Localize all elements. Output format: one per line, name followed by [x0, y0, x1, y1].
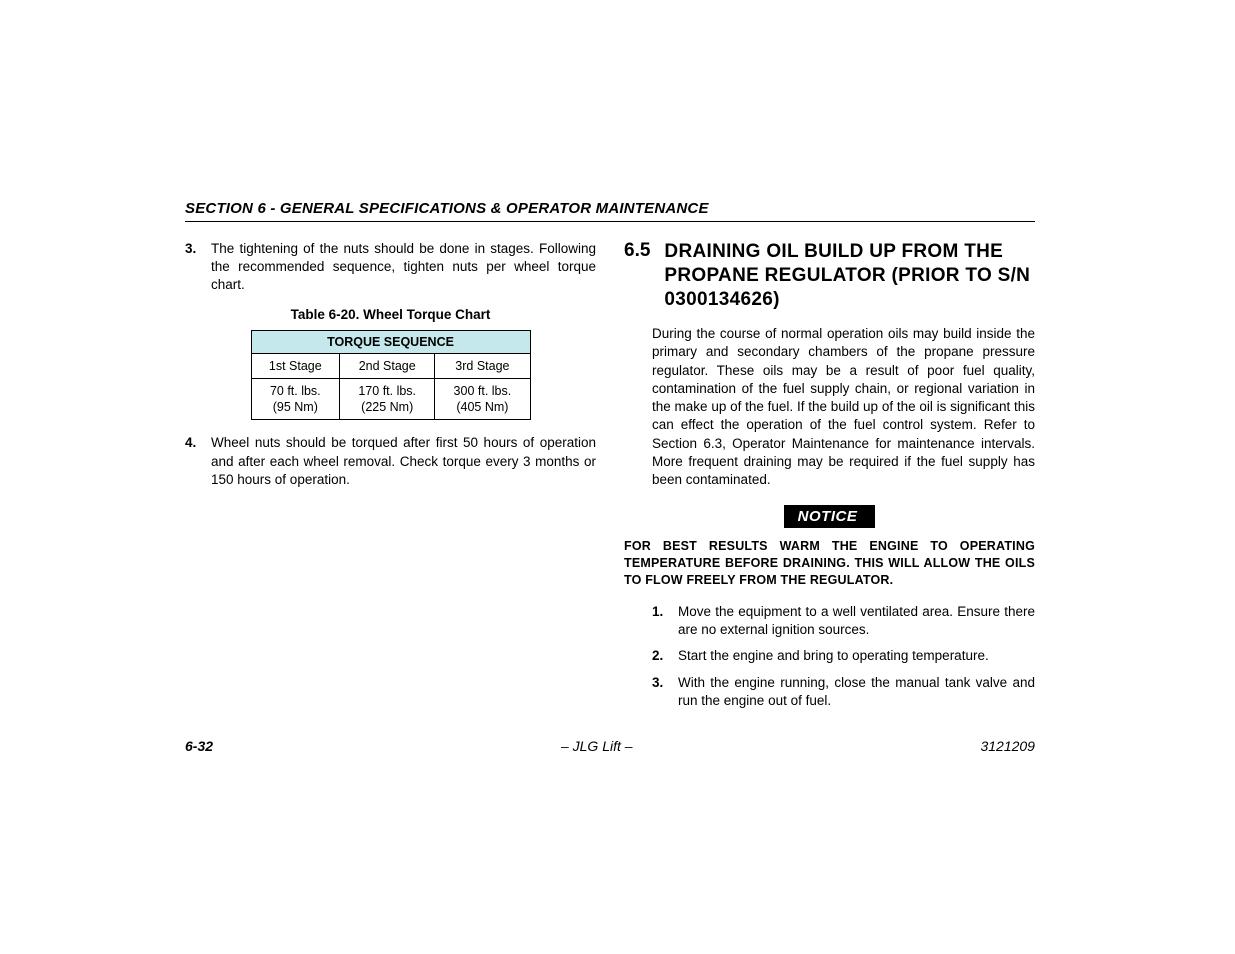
- list-number: 4.: [185, 434, 201, 489]
- document-number: 3121209: [980, 738, 1035, 754]
- table-cell: 170 ft. lbs. (225 Nm): [340, 378, 435, 420]
- list-item-3: 3. The tightening of the nuts should be …: [185, 240, 596, 295]
- list-text: Wheel nuts should be torqued after first…: [211, 434, 596, 489]
- table-caption: Table 6-20. Wheel Torque Chart: [185, 307, 596, 322]
- table-col-2: 2nd Stage: [340, 353, 435, 378]
- table-col-1: 1st Stage: [251, 353, 340, 378]
- right-ordered-list: 1. Move the equipment to a well ventilat…: [652, 603, 1035, 710]
- two-column-layout: 3. The tightening of the nuts should be …: [185, 240, 1035, 718]
- section-header: SECTION 6 - GENERAL SPECIFICATIONS & OPE…: [185, 200, 1035, 222]
- notice-text: FOR BEST RESULTS WARM THE ENGINE TO OPER…: [624, 538, 1035, 589]
- step-1: 1. Move the equipment to a well ventilat…: [652, 603, 1035, 639]
- table-col-3: 3rd Stage: [435, 353, 530, 378]
- notice-badge: NOTICE: [784, 505, 876, 528]
- torque-nm: (95 Nm): [273, 400, 318, 414]
- list-number: 2.: [652, 647, 668, 665]
- body-paragraph: During the course of normal operation oi…: [652, 325, 1035, 489]
- list-text: The tightening of the nuts should be don…: [211, 240, 596, 295]
- table-cell: 70 ft. lbs. (95 Nm): [251, 378, 340, 420]
- list-text: Move the equipment to a well ventilated …: [678, 603, 1035, 639]
- notice-badge-wrap: NOTICE: [624, 505, 1035, 528]
- page-footer: 6-32 – JLG Lift – 3121209: [185, 738, 1035, 754]
- list-number: 3.: [185, 240, 201, 295]
- torque-ftlbs: 170 ft. lbs.: [358, 384, 416, 398]
- page-number: 6-32: [185, 738, 213, 754]
- torque-nm: (225 Nm): [361, 400, 413, 414]
- footer-center: – JLG Lift –: [561, 738, 633, 754]
- torque-ftlbs: 70 ft. lbs.: [270, 384, 321, 398]
- table-cell: 300 ft. lbs. (405 Nm): [435, 378, 530, 420]
- step-2: 2. Start the engine and bring to operati…: [652, 647, 1035, 665]
- list-text: With the engine running, close the manua…: [678, 674, 1035, 710]
- step-3: 3. With the engine running, close the ma…: [652, 674, 1035, 710]
- torque-ftlbs: 300 ft. lbs.: [454, 384, 512, 398]
- torque-table: TORQUE SEQUENCE 1st Stage 2nd Stage 3rd …: [251, 330, 531, 421]
- right-column: 6.5 DRAINING OIL BUILD UP FROM THE PROPA…: [624, 240, 1035, 718]
- list-text: Start the engine and bring to operating …: [678, 647, 989, 665]
- section-title: DRAINING OIL BUILD UP FROM THE PROPANE R…: [664, 240, 1035, 311]
- section-heading: 6.5 DRAINING OIL BUILD UP FROM THE PROPA…: [624, 240, 1035, 311]
- list-number: 3.: [652, 674, 668, 710]
- section-number: 6.5: [624, 240, 650, 311]
- list-number: 1.: [652, 603, 668, 639]
- list-item-4: 4. Wheel nuts should be torqued after fi…: [185, 434, 596, 489]
- torque-nm: (405 Nm): [456, 400, 508, 414]
- left-column: 3. The tightening of the nuts should be …: [185, 240, 596, 718]
- table-header-main: TORQUE SEQUENCE: [251, 330, 530, 353]
